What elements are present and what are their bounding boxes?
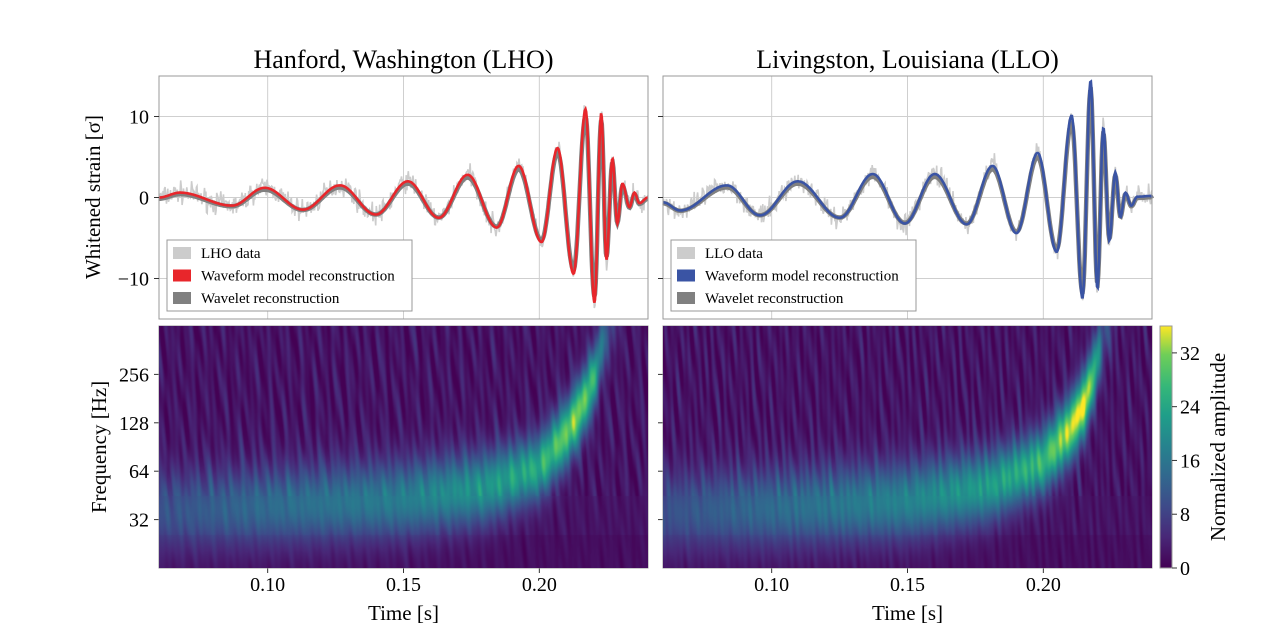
x-tick-label: 0.20 <box>522 574 557 596</box>
legend-entry: Wavelet reconstruction <box>201 291 340 307</box>
y-tick-label: −10 <box>118 269 149 291</box>
legend-entry: LHO data <box>201 246 261 262</box>
legend-swatch <box>677 269 695 282</box>
legend-entry: LLO data <box>705 246 763 262</box>
x-tick-label: 0.15 <box>890 574 925 596</box>
legend-swatch <box>173 247 191 259</box>
colorbar-tick-label: 16 <box>1180 450 1200 472</box>
lho-spectrogram-heatmap <box>159 326 648 568</box>
legend-box <box>166 239 413 312</box>
llo-title: Livingston, Louisiana (LLO) <box>756 45 1059 74</box>
x-axis-label: Time [s] <box>368 601 439 625</box>
lho-strain-plot: −10 0 10 Hanford, Washington (LHO) LHO data W… <box>118 45 649 320</box>
x-tick-label: 0.20 <box>1026 574 1061 596</box>
lho-title: Hanford, Washington (LHO) <box>254 45 554 74</box>
legend-box <box>670 239 917 312</box>
colorbar-tick-label: 24 <box>1180 397 1200 419</box>
y-tick-label: 128 <box>119 413 149 435</box>
colorbar-tick-label: 32 <box>1180 343 1200 365</box>
legend-swatch <box>677 247 695 259</box>
legend-entry: Waveform model reconstruction <box>201 269 395 285</box>
colorbar-gradient <box>1159 325 1173 569</box>
x-axis-label: Time [s] <box>872 601 943 625</box>
waveform-model-line <box>663 79 1154 299</box>
y-tick-label: 256 <box>119 364 149 386</box>
lho-legend: LHO data Waveform model reconstruction Wav… <box>166 239 413 312</box>
frequency-y-axis-label: Frequency [Hz] <box>87 381 111 513</box>
legend-swatch <box>677 292 695 304</box>
legend-swatch <box>173 269 191 282</box>
colorbar: 0 8 16 24 32 Normalized amplitude <box>1159 325 1230 580</box>
x-tick-label: 0.15 <box>386 574 421 596</box>
legend-entry: Wavelet reconstruction <box>705 291 844 307</box>
y-tick-label: 64 <box>129 461 149 483</box>
strain-y-axis-label: Whitened strain [σ] <box>81 115 105 279</box>
llo-legend: LLO data Waveform model reconstruction Wav… <box>670 239 917 312</box>
colorbar-tick-label: 0 <box>1180 558 1190 580</box>
y-tick-label: 0 <box>139 188 149 210</box>
y-tick-label: 10 <box>129 107 149 129</box>
waveform-model-line <box>159 105 649 304</box>
x-tick-label: 0.10 <box>754 574 789 596</box>
y-tick-label: 32 <box>129 510 149 532</box>
legend-swatch <box>173 292 191 304</box>
colorbar-label: Normalized amplitude <box>1206 353 1230 541</box>
legend-entry: Waveform model reconstruction <box>705 269 899 285</box>
llo-strain-plot: Livingston, Louisiana (LLO) LLO data Wavef… <box>658 45 1155 320</box>
colorbar-tick-label: 8 <box>1180 504 1190 526</box>
llo-spectrogram-heatmap <box>663 326 1152 568</box>
x-tick-label: 0.10 <box>250 574 285 596</box>
